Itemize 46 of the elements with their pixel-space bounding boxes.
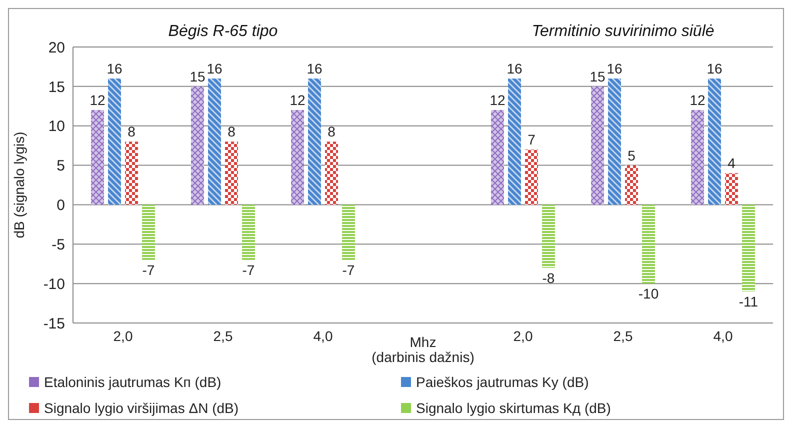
text: Bėgis R-65 tipo [167,23,279,41]
x-tick-label: 4,0 [713,328,733,344]
data-label: 16 [706,60,722,77]
data-label: 8 [128,124,136,140]
y-tick-label: 5 [56,158,65,175]
y-tick-label: -5 [52,236,65,254]
data-label: -11 [738,293,758,310]
data-label: 15 [190,68,206,84]
data-label: -7 [142,262,155,278]
x-tick-label: 4,0 [313,328,333,344]
data-label: 8 [328,124,336,140]
x-tick-label: 2,0 [113,328,133,344]
y-axis-title: dB (signalo lygis) [10,132,27,238]
y-tick-label: -15 [43,315,65,332]
x-tick-label: 2,5 [213,328,233,344]
x-axis-title: Mhz (darbinis dažnis) [372,334,474,365]
data-label: -8 [542,270,555,286]
legend-label: Signalo lygio viršijimas ΔN (dB) [44,400,239,416]
data-label: 16 [506,60,522,77]
y-tick-label: -10 [43,276,65,293]
data-label: 15 [590,68,606,84]
data-label: 16 [206,60,222,77]
data-label: -7 [342,262,355,278]
y-tick-label: 10 [48,118,65,136]
data-label: 12 [490,92,506,108]
y-tick-label: 20 [48,39,65,56]
data-label: 7 [528,132,536,148]
data-label: 12 [690,92,706,108]
data-label: 12 [290,92,306,108]
x-tick-label: 2,5 [613,328,633,344]
data-label: 4 [728,155,736,172]
data-label: 12 [90,92,106,108]
data-label: 5 [628,147,636,164]
legend-label: Paieškos jautrumas Kу (dB) [416,374,589,390]
data-label: -10 [638,286,659,302]
text: Termitinio suvirinimo siūlė [530,23,716,41]
legend-label: Signalo lygio skirtumas Kд (dB) [416,400,611,416]
data-label: 16 [106,60,122,77]
data-label: -7 [242,262,255,278]
data-label: 16 [606,60,622,77]
data-label: 8 [228,124,236,140]
legend-label: Etaloninis jautrumas Kп (dB) [44,374,222,390]
x-tick-label: 2,0 [513,328,533,344]
data-label: 16 [306,60,322,77]
y-tick-label: 0 [56,197,65,214]
y-tick-label: 15 [48,78,65,96]
